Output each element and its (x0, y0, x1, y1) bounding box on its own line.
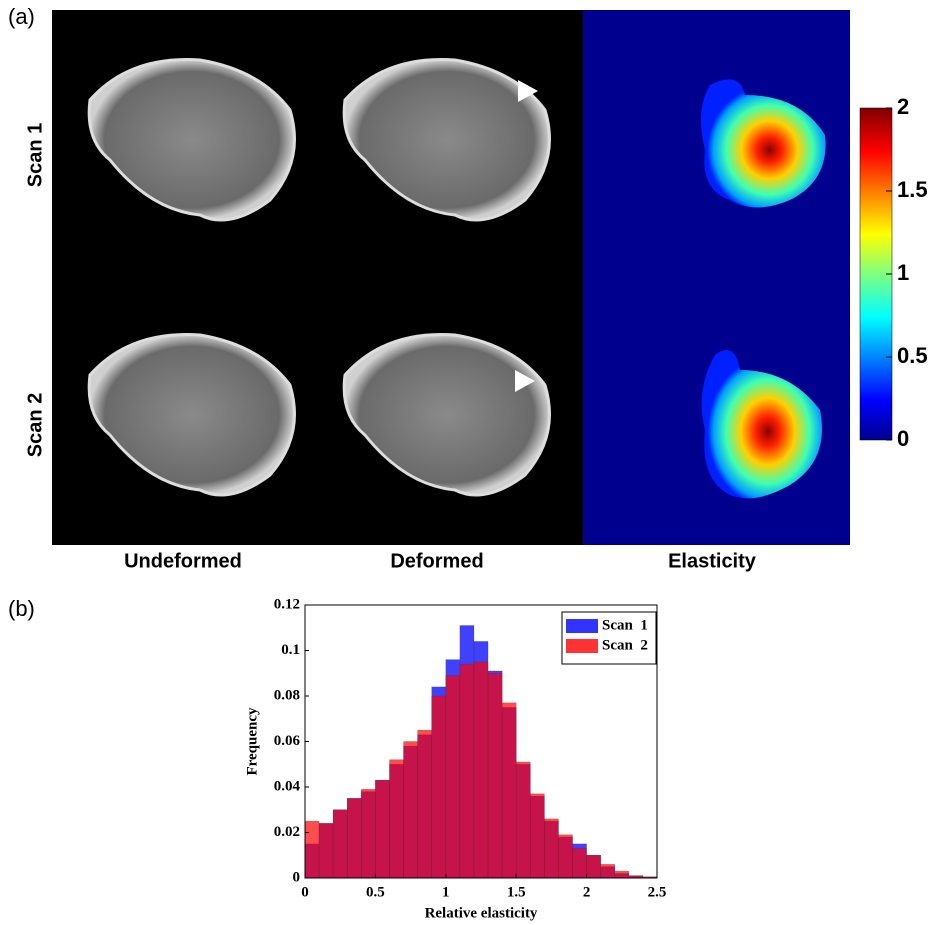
x-tick-label: 1 (442, 884, 450, 900)
colorbar-tick-label: 1.5 (897, 177, 928, 202)
x-tick-label: 2 (583, 884, 591, 900)
colorbar-tick-label: 2 (897, 94, 909, 119)
colorbar-tick-label: 0 (897, 426, 909, 451)
column-label: Elasticity (668, 550, 757, 572)
bar (558, 834, 573, 879)
elasticity-maps (701, 79, 826, 499)
y-tick-label: 0.06 (274, 733, 301, 749)
panel-label: (b) (8, 596, 35, 621)
bar (459, 663, 475, 879)
bar (572, 848, 587, 879)
legend-swatch (566, 639, 598, 653)
bar (431, 695, 447, 879)
bar (361, 789, 376, 879)
legend-label: Scan 2 (602, 637, 648, 653)
bar (600, 864, 616, 879)
mri-slices (87, 58, 551, 497)
bar (403, 741, 418, 879)
colorbar-tick-label: 1 (897, 260, 909, 285)
bar (487, 673, 503, 879)
panel-label: (a) (8, 4, 35, 29)
y-axis-label: Frequency (244, 707, 260, 776)
legend-label: Scan 1 (602, 617, 648, 633)
row-label: Scan 2 (24, 393, 46, 457)
bar (346, 798, 362, 879)
bar (501, 702, 517, 879)
bar (375, 779, 390, 879)
bar (417, 729, 432, 879)
row-label: Scan 1 (24, 123, 46, 187)
bar (544, 818, 559, 879)
bar (515, 761, 531, 879)
y-tick-label: 0.02 (274, 824, 300, 840)
y-tick-label: 0.1 (281, 642, 300, 658)
legend-swatch (566, 619, 598, 633)
y-tick-label: 0.04 (274, 778, 301, 794)
bar (473, 661, 489, 879)
colorbar-tick-label: 0.5 (897, 343, 928, 368)
y-tick-label: 0.12 (274, 596, 300, 612)
bar (332, 809, 348, 879)
column-label: Undeformed (124, 550, 242, 572)
x-tick-label: 0.5 (366, 884, 385, 900)
bar (304, 820, 320, 879)
x-tick-label: 2.5 (648, 884, 667, 900)
y-tick-label: 0.08 (274, 687, 300, 703)
colorbar-ticks: 0 0.5 1 1.5 2 (886, 94, 928, 451)
x-axis-label: Relative elasticity (425, 905, 538, 921)
y-tick-label: 0 (293, 869, 301, 885)
histogram: 0 0.02 0.04 0.06 0.08 0.1 0.12 0 0.5 1 1.5 2 2.5 Rela… (244, 596, 666, 921)
bar (586, 855, 601, 879)
bar (530, 793, 545, 879)
bar (614, 870, 630, 879)
x-tick-label: 0 (301, 884, 309, 900)
arrowheads (515, 80, 538, 392)
bar (318, 823, 334, 879)
x-tick-label: 1.5 (507, 884, 526, 900)
bar (445, 675, 461, 879)
bar (389, 759, 404, 879)
column-label: Deformed (390, 550, 483, 572)
